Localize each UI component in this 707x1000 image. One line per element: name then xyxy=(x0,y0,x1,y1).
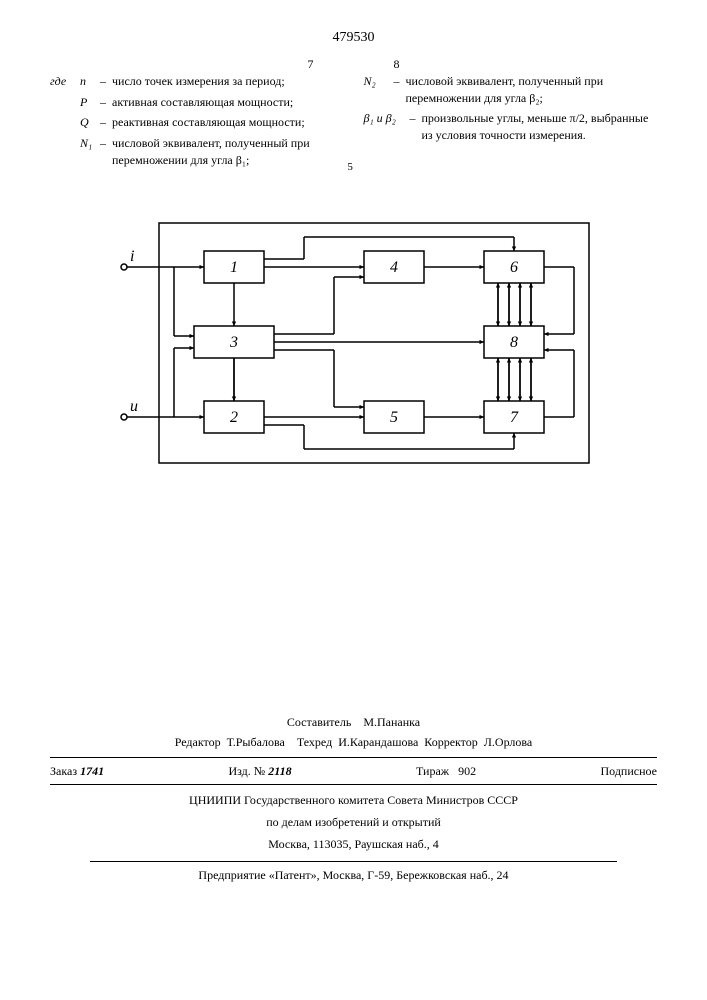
definitions-columns: 7 где n – число точек измерения за перио… xyxy=(50,56,657,173)
printer: Предприятие «Патент», Москва, Г-59, Бере… xyxy=(90,861,617,884)
sym-n: n xyxy=(80,73,100,90)
sym-N1: N₁ xyxy=(80,135,100,169)
sym-Q: Q xyxy=(80,114,100,131)
spacer xyxy=(50,114,80,131)
svg-text:6: 6 xyxy=(510,259,518,276)
institute-1: ЦНИИПИ Государственного комитета Совета … xyxy=(50,791,657,809)
order: Заказ 1741 xyxy=(50,762,104,780)
tirazh-num: 902 xyxy=(458,764,476,778)
compiler-label: Составитель xyxy=(287,715,351,729)
svg-text:u: u xyxy=(130,398,138,415)
svg-text:i: i xyxy=(130,248,134,265)
dash: – xyxy=(100,94,112,111)
svg-text:8: 8 xyxy=(510,334,518,351)
spacer xyxy=(50,135,80,169)
svg-text:3: 3 xyxy=(229,334,238,351)
techred-name: И.Карандашова xyxy=(338,735,418,749)
doc-number: 479530 xyxy=(50,30,657,46)
institute-2: по делам изобретений и открытий xyxy=(50,813,657,831)
dash: – xyxy=(100,73,112,90)
def-P: P – активная составляющая мощности; xyxy=(50,94,344,111)
compiler-line: Составитель М.Пананка xyxy=(50,713,657,731)
def-N1: N₁ – числовой эквивалент, полученный при… xyxy=(50,135,344,169)
order-label: Заказ xyxy=(50,764,77,778)
dash: – xyxy=(394,73,406,107)
podpisnoe: Подписное xyxy=(601,762,658,780)
sym-P: P xyxy=(80,94,100,111)
right-column: 8 N₂ – числовой эквивалент, полученный п… xyxy=(364,56,658,173)
dash: – xyxy=(100,114,112,131)
editor-name: Т.Рыбалова xyxy=(227,735,285,749)
svg-text:5: 5 xyxy=(390,409,398,426)
left-column: 7 где n – число точек измерения за перио… xyxy=(50,56,344,173)
text-N2: числовой эквивалент, полученный при пере… xyxy=(406,73,658,107)
text-beta: произвольные углы, меньше π/2, выбранные… xyxy=(422,110,658,144)
svg-text:7: 7 xyxy=(510,409,519,426)
text-N1: числовой эквивалент, полученный при пере… xyxy=(112,135,344,169)
def-Q: Q – реактивная составляющая мощности; xyxy=(50,114,344,131)
line-num-5: 5 xyxy=(347,161,353,173)
text-n: число точек измерения за период; xyxy=(112,73,344,90)
sym-N2: N₂ xyxy=(364,73,394,107)
def-n: где n – число точек измерения за период; xyxy=(50,73,344,90)
footer: Составитель М.Пананка Редактор Т.Рыбалов… xyxy=(50,713,657,884)
diagram-container: 1 2 3 4 5 6 7 8 i u xyxy=(50,213,657,473)
page-num-left: 7 xyxy=(50,56,344,73)
tirazh-label: Тираж xyxy=(416,764,449,778)
compiler-name: М.Пананка xyxy=(363,715,420,729)
editor-label: Редактор xyxy=(175,735,221,749)
def-beta: β₁ и β₂ – произвольные углы, меньше π/2,… xyxy=(364,110,658,144)
def-N2: N₂ – числовой эквивалент, полученный при… xyxy=(364,73,658,107)
page-num-right: 8 xyxy=(364,56,658,73)
izd-label: Изд. № xyxy=(228,764,265,778)
sym-beta: β₁ и β₂ xyxy=(364,110,410,144)
techred-label: Техред xyxy=(297,735,332,749)
corrector-name: Л.Орлова xyxy=(484,735,532,749)
svg-text:4: 4 xyxy=(390,259,398,276)
editors-line: Редактор Т.Рыбалова Техред И.Карандашова… xyxy=(50,733,657,751)
tirazh: Тираж 902 xyxy=(416,762,476,780)
svg-text:1: 1 xyxy=(230,259,238,276)
order-num: 1741 xyxy=(80,764,104,778)
dash: – xyxy=(100,135,112,169)
text-Q: реактивная составляющая мощности; xyxy=(112,114,344,131)
where-label: где xyxy=(50,73,80,90)
izd-num: 2118 xyxy=(268,764,291,778)
spacer xyxy=(50,94,80,111)
corrector-label: Корректор xyxy=(424,735,478,749)
publication-row: Заказ 1741 Изд. № 2118 Тираж 902 Подписн… xyxy=(50,757,657,785)
izd: Изд. № 2118 xyxy=(228,762,291,780)
dash: – xyxy=(410,110,422,144)
address: Москва, 113035, Раушская наб., 4 xyxy=(50,835,657,853)
text-P: активная составляющая мощности; xyxy=(112,94,344,111)
block-diagram: 1 2 3 4 5 6 7 8 i u xyxy=(104,213,604,473)
svg-text:2: 2 xyxy=(230,409,238,426)
